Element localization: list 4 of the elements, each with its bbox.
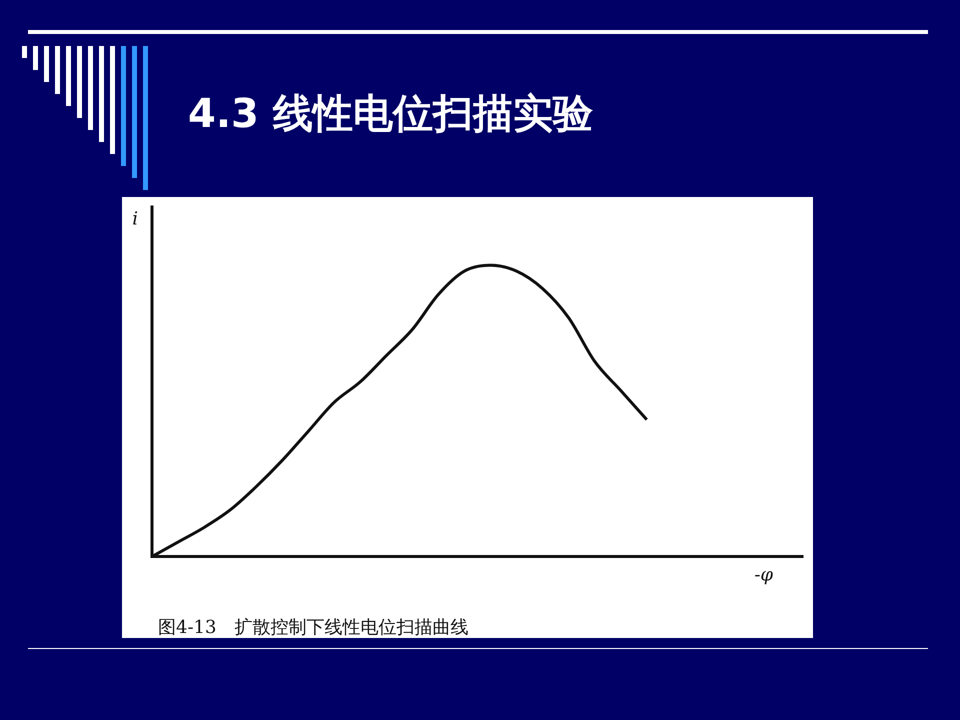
chart-title: 4.3 线性电位扫描实验 [188,90,593,139]
x-axis-title: -φ [754,564,774,586]
caption: 图4-13 扩散控制下线性电位扫描曲线 [158,616,468,639]
y-axis-title: i [132,208,138,230]
